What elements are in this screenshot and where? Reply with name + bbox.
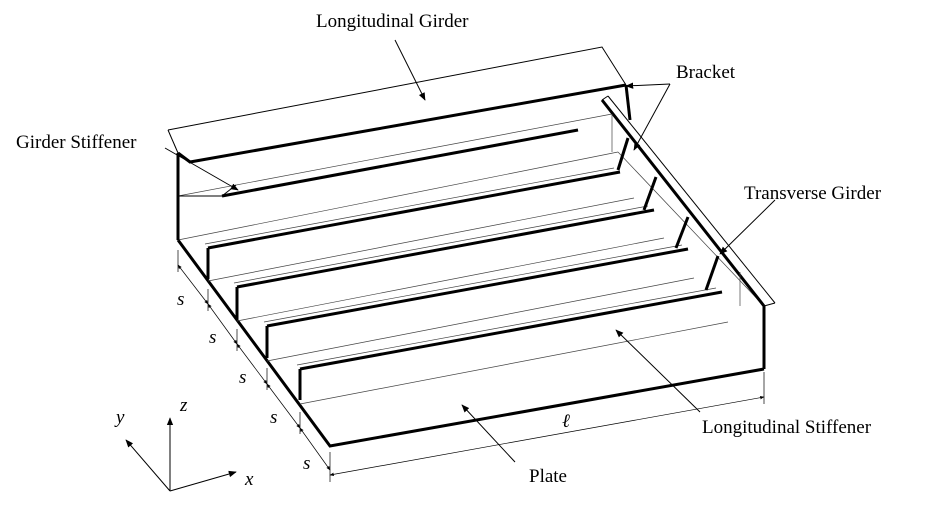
x-axis-label: x [245,469,254,490]
coordinate-axes [125,417,237,492]
girder-stiffener-label: Girder Stiffener [16,132,137,153]
length-label: ℓ [562,411,570,432]
brackets [616,84,720,291]
longitudinal-stiffeners [204,167,729,405]
spacing-label-1: s [177,289,185,310]
longitudinal-girder-label: Longitudinal Girder [316,11,469,32]
longitudinal-girder [167,46,627,240]
spacing-label-3: s [239,367,247,388]
plate-label: Plate [529,466,567,487]
dimension-lines [177,250,765,482]
longitudinal-stiffener-label: Longitudinal Stiffener [702,417,872,438]
z-axis-label: z [180,395,188,416]
transverse-girder-label: Transverse Girder [744,183,882,204]
bracket-label: Bracket [676,62,736,83]
transverse-girder [600,95,776,307]
spacing-label-2: s [209,327,217,348]
y-axis-label: y [116,407,125,428]
spacing-label-5: s [303,453,311,474]
spacing-label-4: s [270,407,278,428]
